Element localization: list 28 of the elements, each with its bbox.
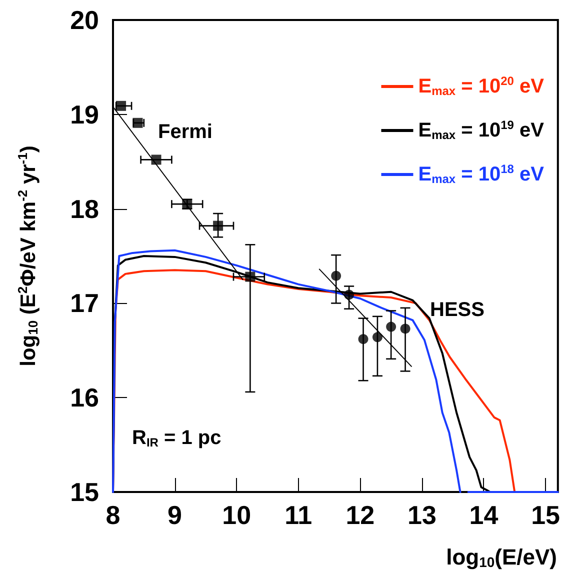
point <box>213 220 224 231</box>
point <box>116 100 126 111</box>
y-tick-label: 20 <box>70 5 99 35</box>
point <box>400 324 410 334</box>
point <box>344 290 354 300</box>
point <box>358 334 368 344</box>
point <box>151 154 162 165</box>
text: log10 (E2Φ/eV km-2 yr-1) <box>15 146 40 366</box>
x-tick-label: 9 <box>168 500 182 530</box>
x-tick-label: 10 <box>222 500 252 530</box>
x-tick-label: 14 <box>469 500 499 530</box>
x-tick-label: 11 <box>284 500 312 530</box>
y-tick-label: 17 <box>70 288 99 318</box>
point <box>331 270 342 281</box>
x-tick-label: 8 <box>106 500 120 530</box>
point <box>372 332 382 342</box>
y-tick-label: 15 <box>70 477 99 507</box>
y-tick-label: 18 <box>70 194 99 224</box>
x-axis-title: log10(E/eV) <box>446 544 558 570</box>
point <box>386 322 396 332</box>
annotation: HESS <box>430 299 484 321</box>
point <box>245 272 256 282</box>
y-tick-label: 19 <box>70 99 99 130</box>
annotation: Fermi <box>158 121 212 143</box>
y-tick-label: 16 <box>70 382 99 413</box>
x-tick-label: 12 <box>346 500 375 530</box>
x-tick-label: 15 <box>531 500 560 530</box>
x-tick-label: 13 <box>407 500 436 530</box>
